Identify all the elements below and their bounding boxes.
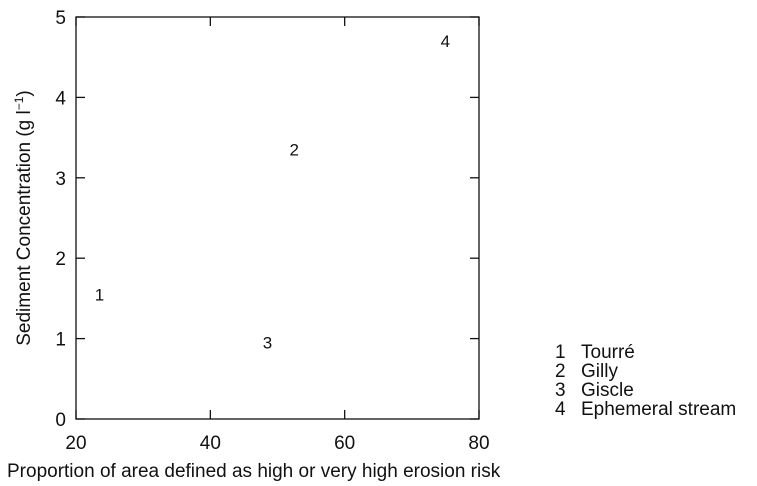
legend-number: 3 <box>555 380 566 401</box>
y-tick-label: 3 <box>55 169 66 190</box>
legend: 1 Tourré 2 Gilly 3 Giscle 4 Ephemeral stream <box>555 343 736 419</box>
y-axis-title-main: Sediment Concentration (g l <box>14 110 35 346</box>
legend-number: 4 <box>555 399 566 420</box>
x-axis-title: Proportion of area defined as high or ve… <box>7 461 501 482</box>
y-tick-label: 0 <box>55 410 66 431</box>
data-point: 3 <box>263 334 272 353</box>
x-tick-label: 40 <box>200 433 221 454</box>
y-tick-label: 2 <box>55 249 66 270</box>
y-axis-title-superscript: −1 <box>12 96 26 110</box>
legend-number: 2 <box>555 361 566 382</box>
legend-label: Ephemeral stream <box>581 399 737 420</box>
y-tick-label: 4 <box>55 88 66 109</box>
data-point: 2 <box>290 141 299 160</box>
plot-frame <box>75 16 480 420</box>
x-tick-label: 60 <box>334 433 355 454</box>
y-tick-label: 5 <box>55 8 66 29</box>
legend-item: 4 Ephemeral stream <box>555 400 736 419</box>
x-tick-label: 80 <box>468 433 489 454</box>
axis-ticks: 20 40 60 80 0 1 2 3 4 5 <box>55 8 489 454</box>
legend-item: 2 Gilly <box>555 362 736 381</box>
data-point: 4 <box>441 32 450 51</box>
y-axis-title: Sediment Concentration (g l−1) <box>12 90 35 346</box>
data-point: 1 <box>95 285 104 304</box>
y-tick-label: 1 <box>55 330 66 351</box>
legend-item: 3 Giscle <box>555 381 736 400</box>
legend-label: Tourré <box>581 342 635 363</box>
legend-item: 1 Tourré <box>555 343 736 362</box>
legend-number: 1 <box>555 342 566 363</box>
y-axis-title-close: ) <box>14 90 35 96</box>
data-points: 1 2 3 4 <box>95 32 450 353</box>
x-tick-label: 20 <box>65 433 86 454</box>
legend-label: Gilly <box>581 361 618 382</box>
legend-label: Giscle <box>581 380 634 401</box>
